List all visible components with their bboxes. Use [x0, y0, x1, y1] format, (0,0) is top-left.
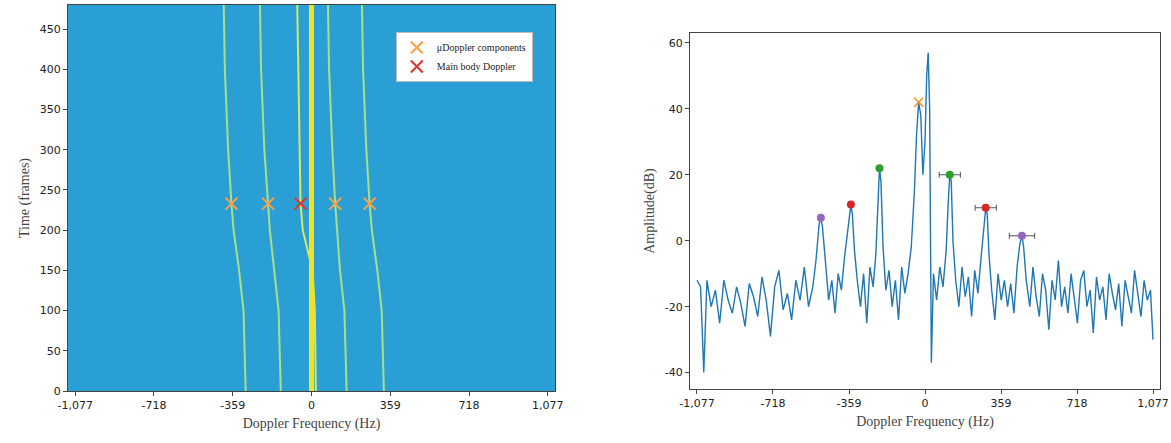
- svg-text:250: 250: [40, 184, 61, 197]
- svg-text:50: 50: [47, 345, 61, 358]
- svg-text:40: 40: [669, 103, 683, 116]
- svg-text:20: 20: [669, 169, 683, 182]
- svg-text:300: 300: [40, 144, 61, 157]
- svg-text:350: 350: [40, 103, 61, 116]
- svg-text:Main body Doppler: Main body Doppler: [437, 61, 517, 72]
- svg-text:-359: -359: [837, 397, 862, 410]
- svg-text:400: 400: [40, 63, 61, 76]
- svg-text:0: 0: [676, 235, 683, 248]
- svg-text:-1,077: -1,077: [679, 397, 714, 410]
- svg-text:200: 200: [40, 224, 61, 237]
- svg-text:-359: -359: [220, 399, 245, 412]
- svg-text:359: 359: [991, 397, 1012, 410]
- svg-text:150: 150: [40, 264, 61, 277]
- svg-text:718: 718: [459, 399, 480, 412]
- svg-text:Doppler Frequency (Hz): Doppler Frequency (Hz): [856, 414, 994, 430]
- svg-text:Time (frames): Time (frames): [17, 158, 33, 238]
- svg-text:μDoppler components: μDoppler components: [437, 42, 526, 53]
- svg-text:450: 450: [40, 23, 61, 36]
- svg-text:60: 60: [669, 37, 683, 50]
- svg-text:1,077: 1,077: [532, 399, 564, 412]
- svg-text:-20: -20: [665, 301, 683, 314]
- svg-text:-718: -718: [761, 397, 786, 410]
- svg-text:-718: -718: [142, 399, 167, 412]
- svg-text:-40: -40: [665, 366, 683, 379]
- svg-text:Amplitude(dB): Amplitude(dB): [642, 168, 658, 254]
- svg-text:100: 100: [40, 304, 61, 317]
- svg-text:718: 718: [1067, 397, 1088, 410]
- svg-text:0: 0: [54, 385, 61, 398]
- svg-text:-1,077: -1,077: [58, 399, 93, 412]
- svg-text:359: 359: [380, 399, 401, 412]
- svg-text:0: 0: [308, 399, 315, 412]
- svg-text:Doppler Frequency (Hz): Doppler Frequency (Hz): [243, 416, 381, 432]
- svg-text:1,077: 1,077: [1137, 397, 1169, 410]
- svg-text:0: 0: [922, 397, 929, 410]
